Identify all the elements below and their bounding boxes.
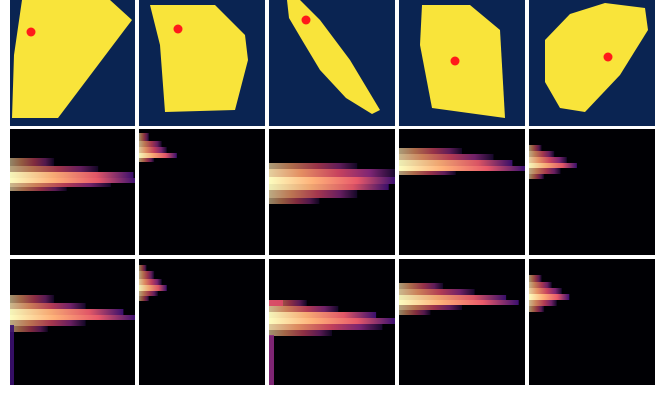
spectral-band-1-4-1 xyxy=(399,148,462,154)
spectral-band-2-4-5 xyxy=(399,305,462,310)
spectral-band-1-1-5 xyxy=(10,183,111,187)
spectral-band-1-1-6 xyxy=(10,187,67,191)
red-marker-4 xyxy=(450,56,460,66)
shape-mask-3 xyxy=(287,0,380,114)
spectral-band-2-4-2 xyxy=(399,289,475,295)
spectral-band-2-4-3 xyxy=(399,295,507,300)
spectral-band-1-3-4 xyxy=(269,184,389,190)
spectrum-panel-r1-c1 xyxy=(10,129,136,255)
row-divider-2 xyxy=(0,256,670,259)
spectral-band-2-3-4 xyxy=(269,318,395,324)
edge-blip xyxy=(269,300,283,306)
spectral-band-1-3-3 xyxy=(269,177,395,184)
spectral-band-2-2-2 xyxy=(139,271,155,279)
spectral-band-2-2-6 xyxy=(139,296,150,301)
spectral-band-1-2-5 xyxy=(139,158,155,162)
shape-mask-5 xyxy=(545,3,648,112)
spectral-band-1-2-2 xyxy=(139,141,162,147)
spectral-band-2-5-6 xyxy=(529,306,545,312)
spectral-band-1-5-1 xyxy=(529,145,542,151)
spectrum-panel-r2-c4 xyxy=(399,259,525,385)
spectral-band-1-5-5 xyxy=(529,168,561,174)
spectral-band-2-1-4 xyxy=(10,315,136,320)
spectral-band-2-1-6 xyxy=(10,326,48,332)
spectral-band-1-2-1 xyxy=(139,133,150,141)
spectral-band-1-4-4 xyxy=(399,166,525,171)
spectrum-panel-r1-c4 xyxy=(399,129,525,255)
spectral-band-2-5-1 xyxy=(529,275,542,282)
red-marker-1 xyxy=(26,27,36,37)
spectral-band-1-3-2 xyxy=(269,169,395,177)
spectral-band-1-3-1 xyxy=(269,163,358,169)
row-divider-3 xyxy=(0,386,670,389)
spectral-band-2-1-5 xyxy=(10,320,86,326)
spectral-band-1-3-6 xyxy=(269,198,320,204)
spectral-band-2-3-2 xyxy=(269,306,339,312)
spectral-band-1-4-5 xyxy=(399,171,456,175)
spectral-band-1-4-2 xyxy=(399,154,494,160)
spectral-band-1-5-4 xyxy=(529,163,577,168)
shape-mask-1 xyxy=(12,0,132,118)
spectral-band-1-5-2 xyxy=(529,151,555,157)
spectral-band-1-4-3 xyxy=(399,160,513,166)
spectral-band-2-5-3 xyxy=(529,288,562,294)
spectral-band-1-1-1 xyxy=(10,158,55,166)
spectral-band-1-1-2 xyxy=(10,166,99,172)
shape-mask-4 xyxy=(420,5,505,118)
spectral-band-1-5-3 xyxy=(529,157,567,163)
spectral-band-2-5-4 xyxy=(529,294,570,300)
column-divider-3 xyxy=(395,0,399,396)
spectrum-panel-r2-c5 xyxy=(529,259,655,385)
column-divider-4 xyxy=(525,0,529,396)
spectral-band-2-5-2 xyxy=(529,282,552,288)
spectral-band-2-3-3 xyxy=(269,312,377,318)
spectral-band-2-1-3 xyxy=(10,309,124,315)
red-marker-5 xyxy=(603,52,613,62)
red-marker-3 xyxy=(301,15,311,25)
spectral-band-2-1-1 xyxy=(10,295,55,303)
spectral-band-2-3-1 xyxy=(269,300,307,306)
spectral-band-2-2-1 xyxy=(139,265,147,271)
red-marker-2 xyxy=(173,24,183,34)
row-divider-1 xyxy=(0,126,670,129)
edge-streak-1 xyxy=(10,325,14,385)
spectral-band-2-5-5 xyxy=(529,300,557,306)
spectral-band-2-4-4 xyxy=(399,300,519,305)
spectral-band-2-1-2 xyxy=(10,303,86,309)
spectrum-panel-r1-c5 xyxy=(529,129,655,255)
spectral-band-1-2-4 xyxy=(139,153,177,158)
spectral-band-2-2-5 xyxy=(139,291,158,296)
spectral-band-2-3-5 xyxy=(269,324,383,330)
spectrum-panel-r2-c2 xyxy=(139,259,265,385)
spectral-band-2-4-6 xyxy=(399,310,431,315)
spectral-band-2-3-6 xyxy=(269,330,332,336)
spectral-band-1-1-4 xyxy=(10,178,136,183)
edge-streak-2 xyxy=(269,335,274,385)
spectral-band-1-5-6 xyxy=(529,174,545,179)
spectral-band-1-2-3 xyxy=(139,147,167,153)
column-divider-1 xyxy=(135,0,139,396)
spectral-band-2-2-3 xyxy=(139,279,162,285)
spectral-band-1-3-5 xyxy=(269,190,358,198)
spectral-band-2-4-1 xyxy=(399,283,444,289)
spectral-band-2-2-4 xyxy=(139,285,167,291)
column-divider-2 xyxy=(265,0,269,396)
spectral-band-1-1-3 xyxy=(10,172,134,178)
